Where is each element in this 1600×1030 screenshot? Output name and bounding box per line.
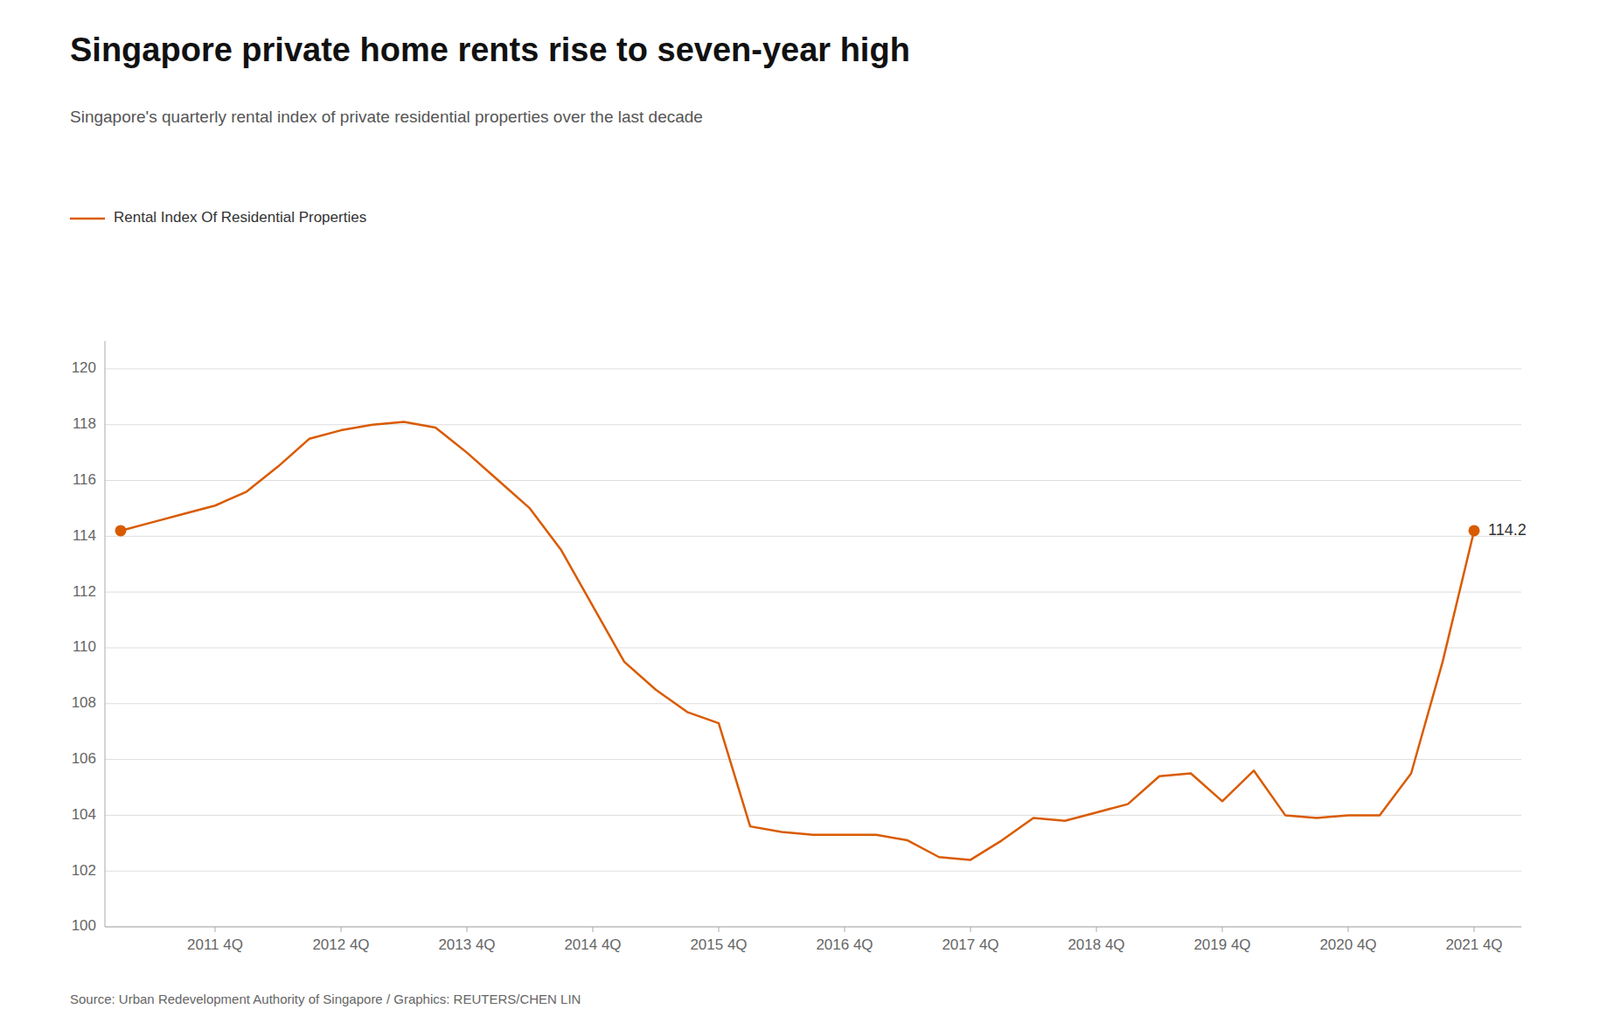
x-tick [1348,926,1350,933]
x-tick-label: 2020 4Q [1319,936,1377,954]
x-tick-label: 2011 4Q [187,936,244,954]
title: Singapore private home rents rise to sev… [69,31,911,69]
x-tick-label: 2013 4Q [438,936,495,954]
x-tick-label: 2016 4Q [815,936,873,954]
x-tick [215,926,216,933]
grid-line [104,535,1522,537]
y-tick-label: 104 [71,806,97,823]
grid-line [104,870,1522,872]
x-tick-label: 2021 4Q [1445,936,1503,954]
y-grid: 100 102 104 106 108 110 112 114 116 118 120 [71,359,1522,934]
legend-label: Rental Index Of Residential Properties [113,208,367,226]
grid-line [104,368,1522,369]
background [0,0,1600,1030]
x-tick-label: 2014 4Q [563,936,621,954]
x-tick [340,926,342,933]
y-tick-label: 108 [71,694,97,711]
grid-line [104,814,1522,816]
grid-line [104,646,1522,648]
y-tick-label: 100 [71,917,97,934]
x-tick-label: 2017 4Q [941,936,999,954]
x-tick [466,926,468,933]
legend: Rental Index Of Residential Properties [69,208,367,226]
end-marker [115,524,127,536]
x-tick [1474,926,1475,933]
grid-line [104,758,1522,760]
grid-line [104,424,1522,425]
grid-line [104,702,1522,704]
y-axis-line [104,340,106,927]
y-tick-label: 112 [72,583,97,600]
y-tick-label: 102 [71,862,97,879]
annotation: 114.2 [1488,521,1527,539]
x-tick [844,926,846,933]
end-marker [1468,524,1481,536]
x-tick-label: 2019 4Q [1193,936,1251,954]
grid-line [104,480,1522,481]
x-tick-label: 2012 4Q [312,936,369,954]
legend-swatch [69,217,105,221]
series-line [120,422,1475,861]
y-tick-label: 116 [72,471,97,488]
x-tick-label: 2018 4Q [1067,936,1125,954]
chart: Singapore private home rents rise to sev… [0,0,1600,1030]
x-tick [718,926,720,933]
x-tick [970,926,972,933]
x-tick [1096,926,1098,933]
y-tick-label: 114 [72,527,97,544]
source: Source: Urban Redevelopment Authority of… [69,991,581,1007]
y-tick-label: 118 [72,415,97,432]
y-tick-label: 110 [72,638,97,655]
subtitle: Singapore's quarterly rental index of pr… [69,107,703,126]
y-tick-label: 120 [71,359,97,376]
grid-line [104,591,1522,593]
data-group [115,422,1481,861]
x-axis-line [104,926,1522,928]
grid-line [104,926,1522,928]
x-tick [1222,926,1224,933]
x-axis: 2011 4Q 2012 4Q 2013 4Q 2014 4Q 2015 4Q 2016 … [104,926,1522,954]
x-tick [592,926,594,933]
x-tick-label: 2015 4Q [689,936,747,954]
y-tick-label: 106 [71,750,97,767]
